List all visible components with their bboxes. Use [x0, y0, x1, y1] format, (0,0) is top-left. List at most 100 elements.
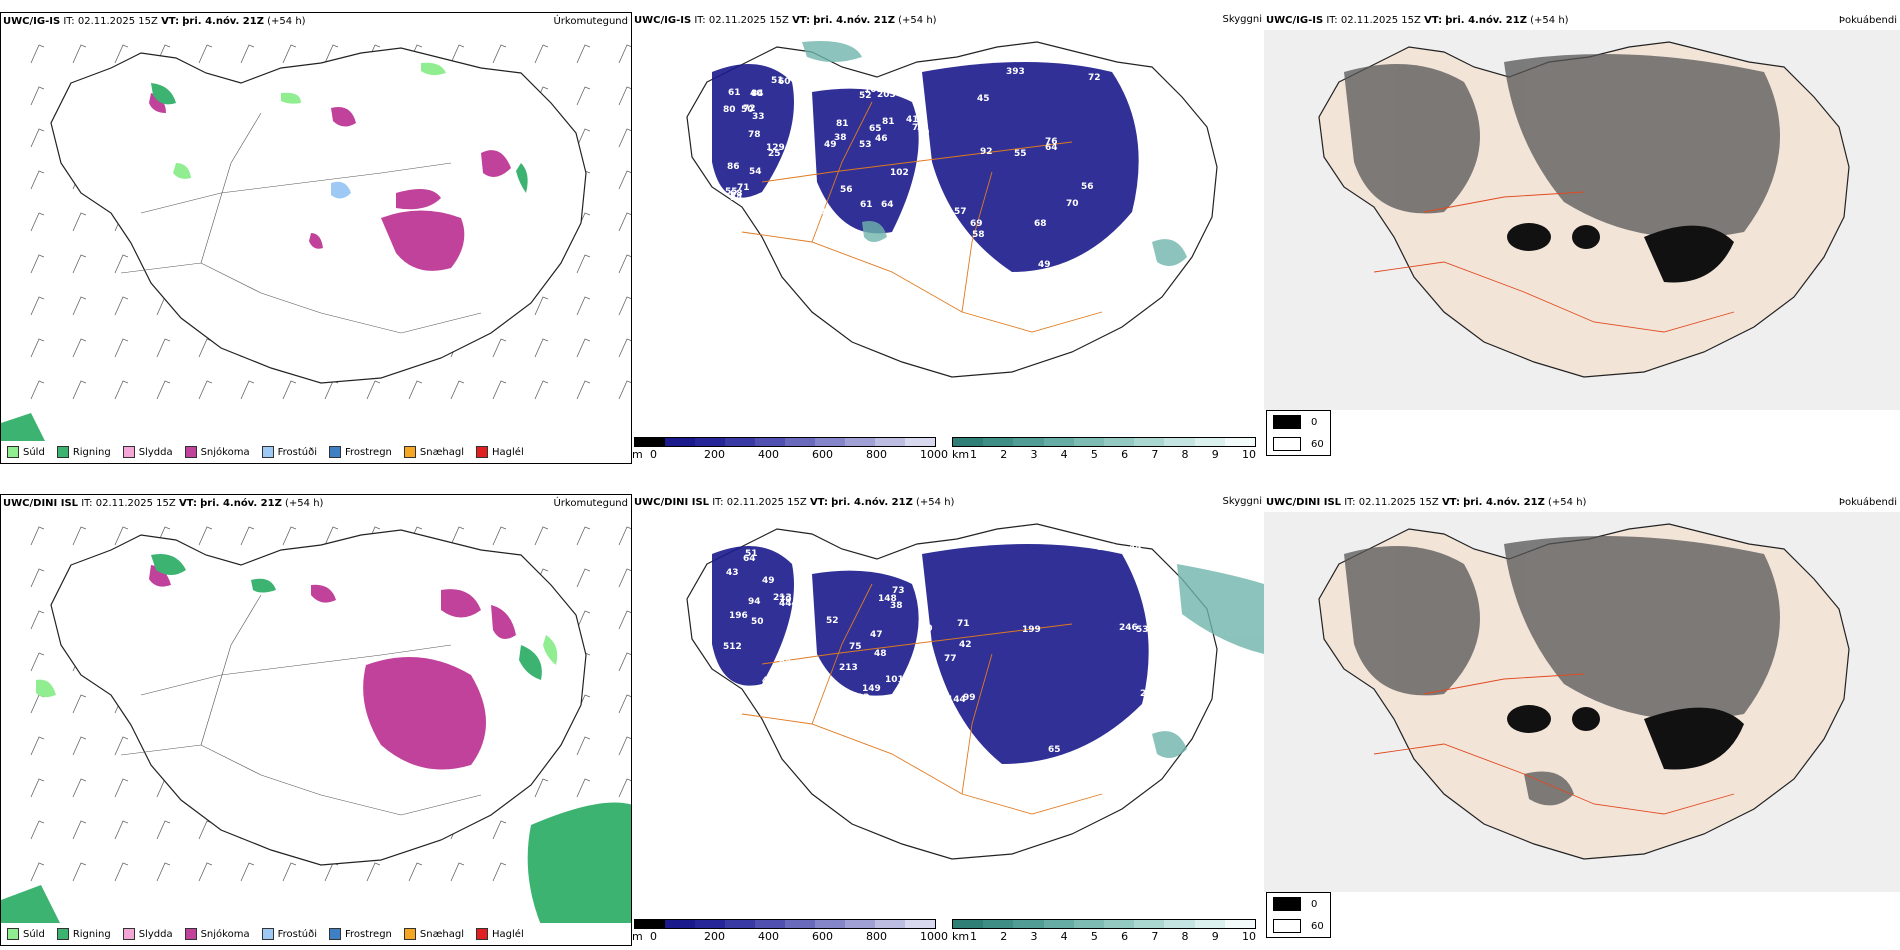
wind-barb	[114, 862, 129, 882]
visibility-value-label: 46	[762, 676, 775, 686]
visibility-panel-top: UWC/IG-IS IT: 02.11.2025 15Z VT: þri. 4.…	[632, 12, 1264, 464]
visibility-value-label: 38	[890, 601, 903, 611]
scale-tick: 1000	[920, 448, 948, 461]
rain-areas	[1, 83, 528, 443]
legend-swatch	[56, 446, 69, 458]
scale-tick: 1	[970, 930, 977, 943]
legend-label: Slydda	[138, 928, 173, 940]
wind-barb	[618, 296, 631, 316]
wind-barb	[576, 526, 591, 546]
scale-tick: 1	[970, 448, 977, 461]
wind-barb	[576, 380, 591, 400]
precip-legend: Súld Rigning Slydda Snjókoma Frostúði Frostre…	[1, 441, 631, 463]
wind-barb	[240, 380, 255, 400]
wind-barb	[450, 44, 465, 64]
visibility-value-label: 77	[944, 654, 957, 664]
visibility-value-label: 38	[834, 133, 847, 143]
wind-barb	[156, 338, 171, 358]
fog-legend-high: 60	[1311, 438, 1324, 450]
visibility-value-label: 68	[1034, 219, 1047, 229]
legend-item: Frostúði	[261, 928, 317, 940]
visibility-value-label: 64	[881, 200, 894, 210]
wind-barb	[576, 254, 591, 274]
legend-label: Rigning	[72, 446, 111, 458]
legend-swatch	[7, 928, 19, 940]
scale-unit: km	[952, 930, 970, 943]
legend-label: Haglél	[492, 928, 524, 940]
scale-tick: 7	[1151, 448, 1159, 461]
wind-barb	[198, 338, 213, 358]
wind-barb	[576, 338, 591, 358]
visibility-value-label: 79	[917, 128, 930, 138]
wind-barb	[450, 526, 465, 546]
legend-item: Slydda	[122, 446, 173, 458]
panel-title: UWC/DINI ISL IT: 02.11.2025 15Z VT: þri.…	[634, 497, 955, 508]
visibility-value-label: 205	[877, 90, 896, 100]
wind-barb	[576, 296, 591, 316]
visibility-value-label: 52	[859, 91, 872, 101]
scale-tick: 0	[650, 448, 657, 461]
visibility-value-label: 75	[912, 123, 925, 133]
teal-areas	[802, 41, 1187, 266]
wind-barb	[618, 778, 631, 798]
scale-unit: km	[952, 448, 970, 461]
fog-legend-low: 0	[1311, 416, 1318, 428]
scale-tick: 4	[1060, 448, 1068, 461]
wind-barb	[534, 296, 549, 316]
visibility-value-label: 49	[824, 140, 837, 150]
visibility-value-label: 73	[892, 586, 905, 596]
wind-barb	[618, 170, 631, 190]
wind-barb	[30, 610, 45, 630]
scale-tick: 600	[812, 448, 833, 461]
wind-barb	[72, 526, 87, 546]
wind-barb	[534, 778, 549, 798]
wind-barb	[366, 862, 381, 882]
fog-legend: 0 60	[1266, 892, 1331, 938]
wind-barb	[576, 610, 591, 630]
legend-item: Frostregn	[329, 928, 392, 940]
visibility-value-label: 42	[959, 640, 972, 650]
wind-barb	[324, 44, 339, 64]
visibility-value-label: 144	[947, 695, 966, 705]
legend-swatch	[329, 446, 341, 458]
scale-tick: 3	[1030, 930, 1038, 943]
legend-swatch	[122, 446, 135, 458]
visibility-value-label: 129	[766, 143, 785, 153]
wind-barb	[156, 380, 171, 400]
wind-barb	[240, 862, 255, 882]
wind-barb	[576, 128, 591, 148]
visibility-value-label: 89	[1142, 131, 1155, 141]
panel-title: UWC/DINI ISL IT: 02.11.2025 15Z VT: þri.…	[3, 498, 324, 509]
rain-areas	[1, 554, 631, 925]
visibility-value-label: 53	[859, 140, 872, 150]
visibility-value-label: 86	[727, 162, 740, 172]
visibility-value-label: 444	[779, 599, 798, 609]
wind-barb	[534, 526, 549, 546]
precip-panel-bottom: UWC/DINI ISL IT: 02.11.2025 15Z VT: þri.…	[0, 494, 632, 946]
wind-barb	[114, 254, 129, 274]
visibility-value-label: 49	[1038, 260, 1051, 270]
wind-barb	[618, 652, 631, 672]
wind-barb	[114, 736, 129, 756]
wind-barb	[114, 338, 129, 358]
wind-barb	[534, 380, 549, 400]
iceland-outline	[50, 47, 587, 384]
visibility-colorbars: m 0 200 400 600 800 1000 km 1 2 3 4 5 6 7 8 9 10	[632, 919, 1264, 946]
wind-barb	[114, 778, 129, 798]
legend-label: Snæhagl	[419, 446, 465, 458]
visibility-value-label: 184	[905, 683, 924, 693]
visibility-value-label: 55	[1014, 149, 1027, 159]
visibility-value-label: 80	[723, 105, 736, 115]
visibility-value-label: 61	[860, 200, 873, 210]
visibility-value-label: 46	[875, 134, 888, 144]
visibility-value-label: 512	[723, 642, 742, 652]
wind-barb	[30, 254, 45, 274]
visibility-map: 51 73 53 50 48 42 43 38 77 49 47 48 64 75 65 46 149 112 21…	[686, 523, 1264, 860]
wind-barb	[450, 380, 465, 400]
wind-barb	[282, 526, 297, 546]
legend-swatch	[476, 928, 489, 940]
wind-barb	[114, 44, 129, 64]
wind-barb	[30, 862, 45, 882]
visibility-value-label: 84	[779, 657, 792, 667]
freezing-areas	[331, 181, 351, 199]
